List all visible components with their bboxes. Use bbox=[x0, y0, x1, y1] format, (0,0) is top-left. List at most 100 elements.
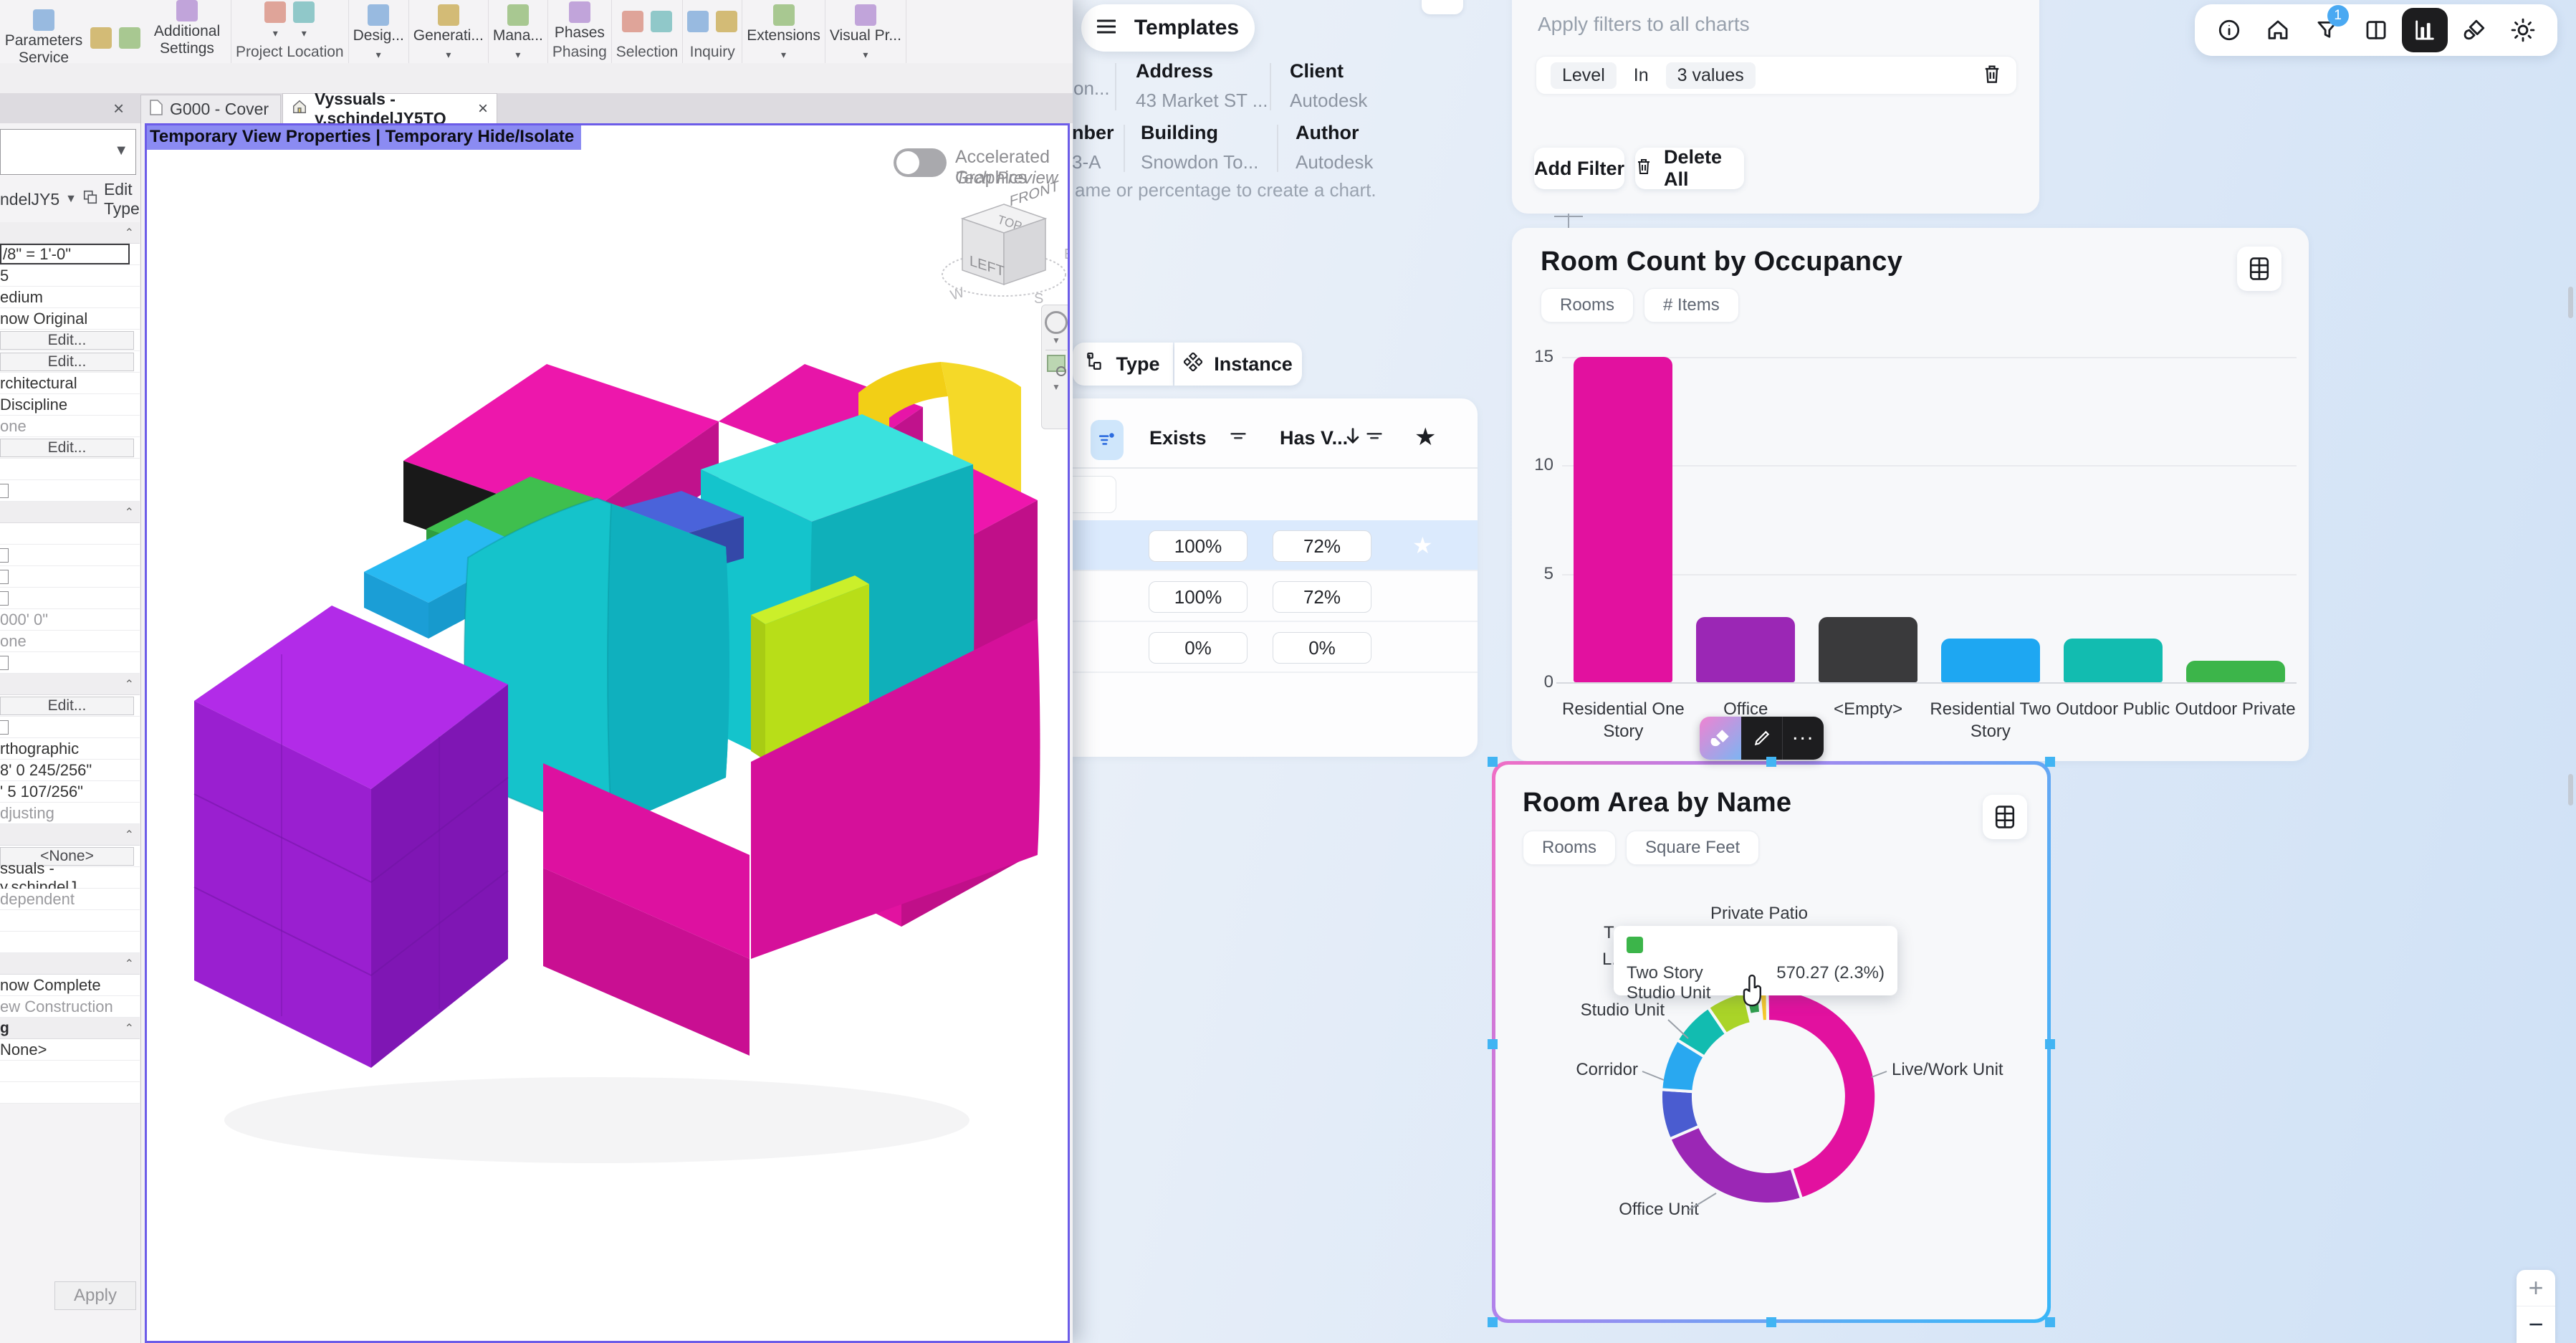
columns-layout-icon[interactable] bbox=[2353, 8, 2399, 52]
donut-slice-live-work-unit[interactable] bbox=[1766, 987, 1878, 1201]
type-selector-row[interactable]: ndelJY5 ▼ Edit Type bbox=[0, 180, 140, 218]
property-row[interactable] bbox=[0, 480, 140, 502]
view-cube[interactable]: W S E TOP LEFT FRONT bbox=[941, 160, 1070, 310]
chip-square-feet[interactable]: Square Feet bbox=[1626, 831, 1760, 865]
scale-input[interactable]: /8" = 1'-0" bbox=[0, 244, 130, 264]
element-ids-icon[interactable] bbox=[687, 11, 709, 32]
edit-button[interactable]: Edit... bbox=[0, 352, 134, 371]
checkbox[interactable] bbox=[0, 569, 9, 584]
filter-value[interactable]: 3 values bbox=[1665, 62, 1756, 89]
ribbon-group-label[interactable]: Selection bbox=[616, 44, 679, 60]
paintbrush-icon[interactable] bbox=[1700, 717, 1741, 760]
filter-lines-icon[interactable] bbox=[1364, 427, 1384, 451]
table-row[interactable]: 0% 0% bbox=[1058, 622, 1478, 673]
selection-load-icon[interactable] bbox=[650, 11, 672, 32]
chevron-down-icon[interactable]: ▼ bbox=[65, 193, 77, 205]
selection-handle[interactable] bbox=[2045, 757, 2055, 767]
ribbon-group-label[interactable]: ▾ bbox=[375, 49, 381, 60]
edit-button[interactable]: <None> bbox=[0, 846, 134, 866]
filter-field[interactable]: Level bbox=[1551, 62, 1617, 89]
selection-handle[interactable] bbox=[2045, 1317, 2055, 1327]
selection-handle[interactable] bbox=[1488, 1039, 1498, 1049]
edit-type-button[interactable]: Edit Type bbox=[103, 180, 140, 218]
edit-button[interactable]: Edit... bbox=[0, 438, 134, 457]
selection-handle[interactable] bbox=[1766, 757, 1776, 767]
settings-cluster2-icon[interactable] bbox=[119, 27, 140, 49]
edit-button[interactable]: Edit... bbox=[0, 330, 134, 350]
star-column-icon[interactable]: ★ bbox=[1414, 424, 1437, 451]
scrollbar-thumb[interactable] bbox=[2568, 287, 2573, 318]
filter-lines-icon[interactable] bbox=[1228, 427, 1248, 451]
ribbon-button-phases[interactable]: Phases bbox=[555, 1, 605, 42]
ribbon-button-mana-[interactable]: Mana... bbox=[493, 4, 543, 44]
bar-residential-two-story[interactable] bbox=[1940, 639, 2040, 682]
apply-button[interactable]: Apply bbox=[54, 1281, 136, 1310]
pencil-icon[interactable] bbox=[1741, 717, 1783, 760]
selection-handle[interactable] bbox=[2045, 1039, 2055, 1049]
coordinates-icon[interactable]: ▾ bbox=[264, 1, 287, 42]
temporary-view-banner[interactable]: Temporary View Properties | Temporary Hi… bbox=[147, 125, 582, 150]
viewport-3d[interactable]: Temporary View Properties | Temporary Hi… bbox=[145, 123, 1070, 1343]
location-globe-icon[interactable]: ▾ bbox=[293, 1, 315, 42]
delete-all-button[interactable]: Delete All bbox=[1635, 146, 1744, 190]
filter-chip-row[interactable]: Level In 3 values bbox=[1536, 56, 2017, 95]
paintbrush-icon[interactable] bbox=[2451, 8, 2497, 52]
tab-g000-cover[interactable]: G000 - Cover bbox=[140, 95, 281, 123]
checkbox[interactable] bbox=[0, 720, 9, 735]
steering-wheel-icon[interactable] bbox=[1045, 311, 1068, 334]
ribbon-group-label[interactable]: ▾ bbox=[863, 49, 868, 60]
table-row[interactable]: 100% 72% ★ bbox=[1058, 520, 1478, 571]
property-row[interactable]: /8" = 1'-0" bbox=[0, 244, 140, 265]
bar-office[interactable] bbox=[1696, 617, 1796, 682]
property-row[interactable] bbox=[0, 717, 140, 738]
chip-rooms[interactable]: Rooms bbox=[1523, 831, 1617, 865]
checkbox[interactable] bbox=[0, 483, 9, 498]
hamburger-icon[interactable] bbox=[1096, 16, 1116, 40]
templates-button[interactable]: Templates bbox=[1081, 4, 1255, 52]
property-row[interactable] bbox=[0, 588, 140, 609]
toggle-type-button[interactable]: Type bbox=[1073, 343, 1173, 386]
filter-op[interactable]: In bbox=[1633, 64, 1649, 85]
sort-arrow-down-icon[interactable] bbox=[1343, 426, 1363, 451]
selection-handle[interactable] bbox=[1488, 1317, 1498, 1327]
property-row[interactable] bbox=[0, 566, 140, 588]
add-filter-button[interactable]: Add Filter bbox=[1534, 148, 1624, 189]
warnings-icon[interactable] bbox=[716, 11, 738, 32]
ribbon-group-label[interactable]: ▾ bbox=[781, 49, 787, 60]
donut-card-selection[interactable]: Room Area by Name Rooms Square Feet Live… bbox=[1488, 757, 2055, 1327]
property-row[interactable]: Edit... bbox=[0, 437, 140, 459]
property-row[interactable] bbox=[0, 545, 140, 566]
chevron-down-icon[interactable]: ▼ bbox=[114, 143, 128, 158]
massing-model-3d[interactable] bbox=[167, 310, 1063, 1206]
settings-cluster-icon[interactable] bbox=[90, 27, 112, 49]
table-view-icon[interactable] bbox=[1983, 795, 2027, 839]
ribbon-group-label[interactable]: Phasing bbox=[552, 44, 607, 60]
home-icon[interactable] bbox=[2255, 8, 2301, 52]
bar--empty-[interactable] bbox=[1819, 617, 1918, 682]
info-icon[interactable] bbox=[2206, 8, 2252, 52]
property-row[interactable]: Edit... bbox=[0, 351, 140, 373]
property-row[interactable]: Edit... bbox=[0, 695, 140, 717]
property-row[interactable]: <None> bbox=[0, 846, 140, 867]
tab-close-icon[interactable]: × bbox=[477, 98, 488, 118]
brightness-sun-icon[interactable] bbox=[2500, 8, 2546, 52]
donut-chart[interactable]: Live/Work Unit Office Unit Corridor Studio … bbox=[1498, 786, 2042, 1288]
ribbon-button-visual-pr-[interactable]: Visual Pr... bbox=[830, 4, 901, 44]
ribbon-group-label[interactable]: Inquiry bbox=[689, 44, 735, 60]
ribbon-button-extensions[interactable]: Extensions bbox=[747, 4, 820, 44]
col-header-exists[interactable]: Exists bbox=[1149, 427, 1207, 449]
zoom-in-button[interactable]: + bbox=[2517, 1270, 2555, 1306]
ribbon-group-label[interactable]: ▾ bbox=[515, 49, 521, 60]
donut-slice-office-unit[interactable] bbox=[1667, 1124, 1804, 1206]
ribbon-button-desig-[interactable]: Desig... bbox=[353, 4, 404, 44]
trash-icon[interactable] bbox=[1982, 63, 2002, 88]
table-row[interactable]: 100% 72% bbox=[1058, 571, 1478, 622]
filter-funnel-icon[interactable]: 1 bbox=[2304, 5, 2350, 52]
edit-button[interactable]: Edit... bbox=[0, 696, 134, 715]
ribbon-button-parameters-service[interactable]: Parameters Service bbox=[4, 9, 83, 67]
row-star-icon[interactable]: ★ bbox=[1412, 532, 1433, 558]
checkbox[interactable] bbox=[0, 548, 9, 563]
type-selector[interactable]: ▼ bbox=[0, 129, 136, 175]
ribbon-button-generati-[interactable]: Generati... bbox=[413, 4, 484, 44]
bar-residential-one-story[interactable] bbox=[1574, 357, 1673, 682]
